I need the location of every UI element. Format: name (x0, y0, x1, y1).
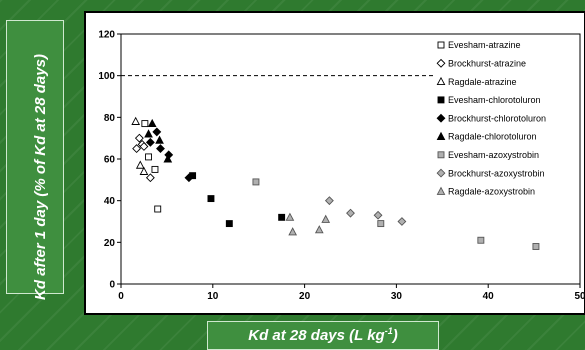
x-tick-label: 50 (574, 291, 585, 302)
data-point (155, 135, 164, 144)
data-point (154, 205, 162, 213)
plot-area (120, 33, 581, 285)
data-point (131, 116, 141, 125)
data-point (252, 178, 260, 186)
legend-marker (437, 151, 445, 159)
legend-entry-label: Evesham-chlorotoluron (448, 95, 541, 105)
legend-entry-label: Brockhurst-chlorotoluron (448, 113, 546, 123)
legend-marker (436, 168, 446, 178)
legend-marker (436, 58, 446, 68)
legend-marker (437, 96, 445, 104)
data-point (147, 118, 157, 128)
x-axis-label-superscript: -1 (384, 326, 393, 336)
y-axis-label-box: Kd after 1 day (% of Kd at 28 days) (6, 20, 64, 300)
data-point (184, 173, 194, 183)
y-tick-label: 60 (104, 155, 116, 166)
data-point (139, 142, 149, 151)
legend-marker (436, 113, 446, 123)
data-point (156, 144, 165, 154)
legend-entry-label: Brockhurst-azoxystrobin (448, 168, 545, 178)
y-tick-label: 40 (104, 196, 116, 207)
x-tick-label: 30 (391, 291, 403, 302)
data-point (288, 227, 298, 236)
legend-marker (436, 186, 446, 195)
y-tick-label: 80 (104, 113, 116, 124)
data-point (397, 217, 407, 226)
data-point (321, 214, 331, 223)
data-point (145, 137, 155, 147)
data-point (141, 120, 149, 128)
y-tick-label: 0 (109, 280, 115, 291)
data-point (152, 127, 162, 137)
data-point (139, 166, 149, 175)
legend-entry-label: Ragdale-atrazine (448, 77, 517, 87)
x-tick-label: 40 (483, 291, 495, 302)
data-point (135, 160, 145, 169)
legend-marker (437, 41, 445, 49)
x-tick-label: 20 (299, 291, 311, 302)
data-point (377, 220, 385, 228)
x-axis-label-box: Kd at 28 days (L kg-1) (207, 321, 439, 350)
legend-entry-label: Evesham-atrazine (448, 40, 521, 50)
legend-entry-label: Evesham-azoxystrobin (448, 150, 539, 160)
legend-marker (436, 76, 446, 86)
data-point (145, 153, 152, 161)
legend-entry-label: Brockhurst-atrazine (448, 59, 526, 69)
legend-entry-label: Ragdale-chlorotoluron (448, 132, 537, 142)
data-point (346, 208, 355, 218)
data-point (144, 129, 153, 138)
data-point (324, 196, 334, 206)
legend-marker (436, 131, 446, 140)
data-point (532, 243, 540, 250)
x-tick-label: 10 (207, 291, 219, 302)
x-axis-label: Kd at 28 days (L kg (248, 327, 385, 344)
legend-entry-label: Ragdale-azoxystrobin (448, 187, 535, 197)
y-tick-label: 120 (98, 30, 115, 41)
data-point (132, 144, 142, 154)
data-point (373, 210, 383, 220)
data-point (207, 195, 215, 203)
data-point (151, 165, 159, 173)
x-axis-label-suffix: ) (392, 327, 398, 344)
y-tick-label: 20 (104, 238, 116, 249)
data-point (163, 154, 173, 163)
y-tick-label: 100 (98, 71, 115, 82)
data-point (278, 213, 286, 221)
data-point (477, 236, 485, 244)
data-point (314, 225, 324, 234)
data-point (145, 173, 155, 183)
x-tick-label: 0 (118, 291, 124, 302)
data-point (134, 133, 144, 143)
data-point (285, 212, 295, 221)
data-point (225, 220, 233, 228)
